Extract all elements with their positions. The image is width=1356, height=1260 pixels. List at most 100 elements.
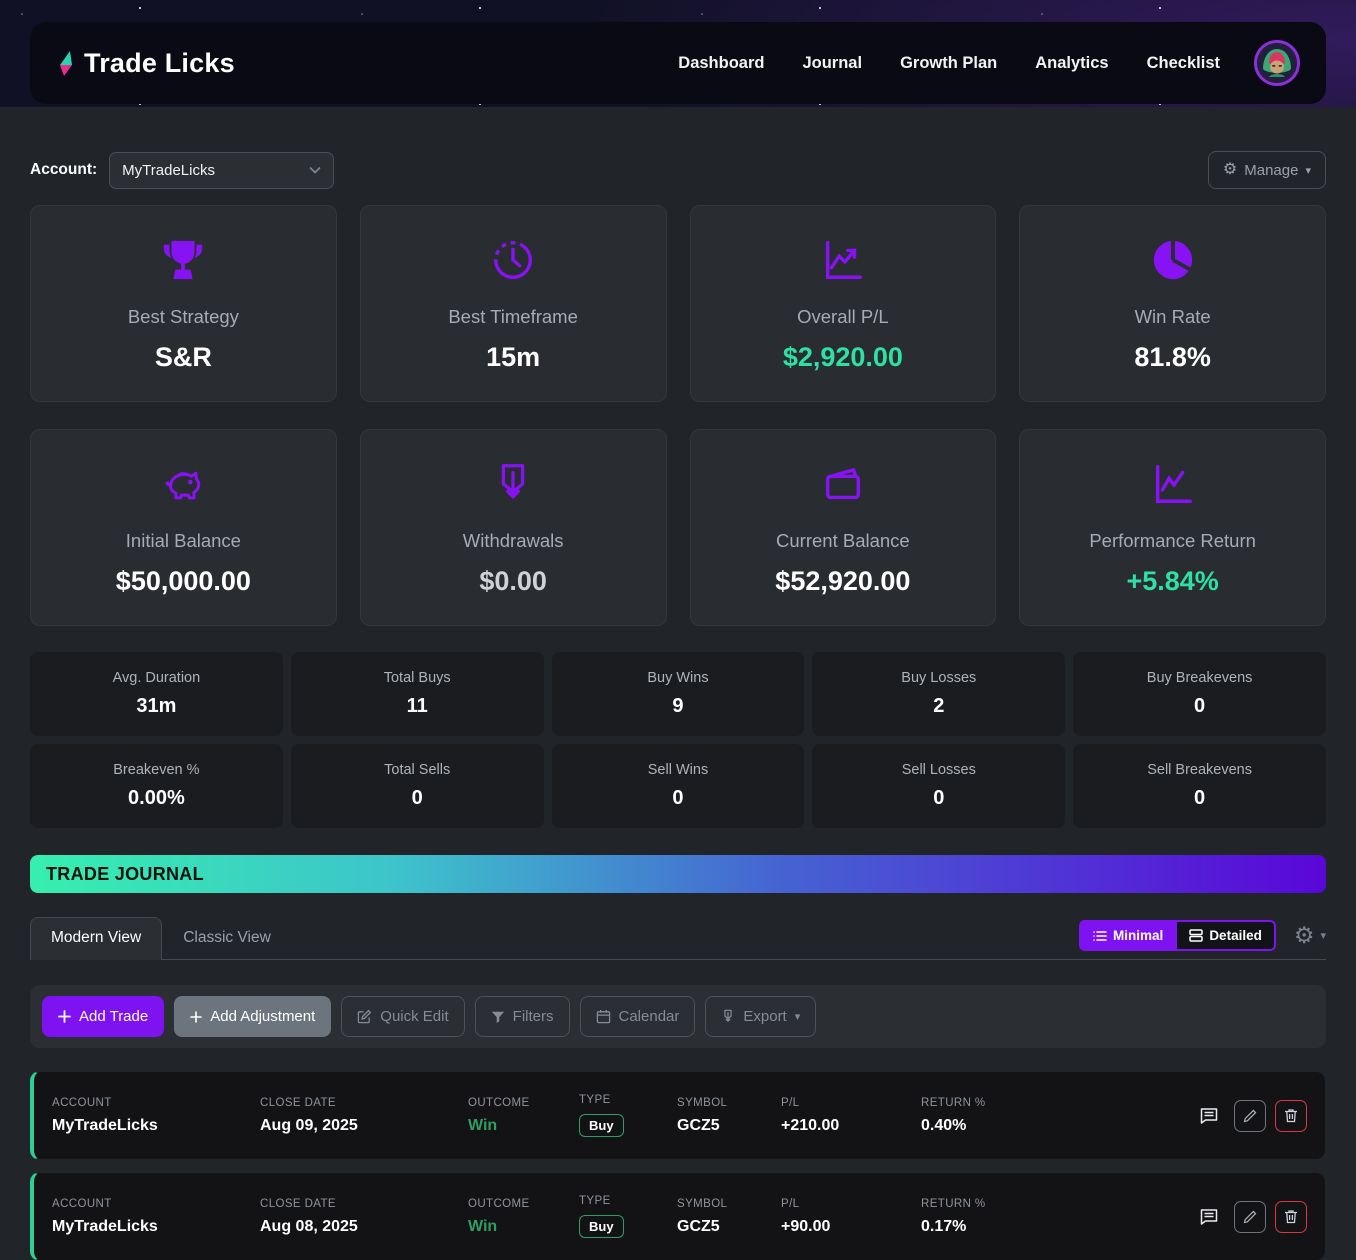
logo[interactable]: Trade Licks xyxy=(56,48,235,79)
logo-arrow-icon xyxy=(56,48,82,78)
trade-pl: +210.00 xyxy=(781,1116,840,1134)
trade-return-pct: 0.40% xyxy=(921,1116,967,1134)
account-label: Account: xyxy=(30,161,98,178)
trade-close-date: Aug 08, 2025 xyxy=(260,1217,358,1235)
mini-stat-sell-wins: Sell Wins 0 xyxy=(551,744,805,828)
chart-line-icon xyxy=(820,234,866,286)
delete-button[interactable] xyxy=(1275,1099,1307,1132)
gear-icon: ⚙ xyxy=(1222,161,1238,178)
mini-stat-value: 0 xyxy=(1194,695,1206,717)
calendar-button[interactable]: Calendar xyxy=(579,996,696,1037)
pie-chart-icon xyxy=(1150,234,1196,286)
tab-modern-view[interactable]: Modern View xyxy=(30,917,163,960)
calendar-label: Calendar xyxy=(618,1008,680,1025)
mini-stat-breakeven-pct: Breakeven % 0.00% xyxy=(30,744,283,828)
mini-stat-label: Sell Losses xyxy=(901,762,976,778)
mini-stat-sell-breakevens: Sell Breakevens 0 xyxy=(1073,744,1326,828)
mini-stat-value: 0 xyxy=(672,787,684,809)
mini-stat-total-buys: Total Buys 11 xyxy=(290,652,544,736)
calendar-icon xyxy=(596,1009,611,1024)
gear-icon: ⚙ xyxy=(1293,922,1315,948)
add-adjustment-label: Add Adjustment xyxy=(210,1008,316,1025)
minimal-view-label: Minimal xyxy=(1113,928,1164,943)
add-adjustment-button[interactable]: Add Adjustment xyxy=(174,996,332,1037)
manage-button[interactable]: ⚙ Manage ▾ xyxy=(1207,151,1326,189)
nav-item-dashboard[interactable]: Dashboard xyxy=(678,53,765,72)
nav-item-analytics[interactable]: Analytics xyxy=(1035,53,1109,72)
trade-outcome: Win xyxy=(468,1116,498,1134)
edit-button[interactable] xyxy=(1234,1200,1266,1233)
filters-button[interactable]: Filters xyxy=(474,996,570,1037)
column-header-close-date: CLOSE DATE xyxy=(260,1197,336,1210)
mini-stat-value: 0 xyxy=(1194,787,1206,809)
mini-stat-label: Buy Breakevens xyxy=(1146,670,1253,686)
nav-bar: Trade Licks Dashboard Journal Growth Pla… xyxy=(30,22,1326,104)
delete-button[interactable] xyxy=(1275,1200,1307,1233)
performance-icon xyxy=(1150,458,1196,510)
trade-row[interactable]: ACCOUNT MyTradeLicks CLOSE DATE Aug 08, … xyxy=(30,1172,1326,1260)
stat-label: Current Balance xyxy=(776,530,910,551)
mini-stat-sell-losses: Sell Losses 0 xyxy=(812,744,1066,828)
mini-stat-label: Breakeven % xyxy=(113,762,200,778)
stat-value: $52,920.00 xyxy=(775,566,911,596)
tab-classic-view[interactable]: Classic View xyxy=(183,929,271,946)
stat-value: $0.00 xyxy=(479,566,547,596)
stat-value: 81.8% xyxy=(1134,342,1211,372)
stat-card-best-timeframe: Best Timeframe 15m xyxy=(359,205,667,402)
minimal-view-button[interactable]: Minimal xyxy=(1079,920,1176,951)
column-header-return: RETURN % xyxy=(921,1197,986,1210)
nav-item-journal[interactable]: Journal xyxy=(802,53,863,72)
stat-label: Win Rate xyxy=(1134,306,1211,327)
stat-value: 15m xyxy=(486,342,541,372)
caret-down-icon: ▾ xyxy=(1320,930,1326,942)
edit-button[interactable] xyxy=(1234,1099,1266,1132)
column-header-outcome: OUTCOME xyxy=(468,1197,530,1210)
stat-label: Initial Balance xyxy=(125,530,241,551)
nav-item-checklist[interactable]: Checklist xyxy=(1146,53,1220,72)
trade-type-badge: Buy xyxy=(579,1114,624,1137)
piggy-bank-icon xyxy=(160,458,206,510)
chevron-down-icon xyxy=(309,166,321,174)
mini-stat-label: Total Buys xyxy=(383,670,451,686)
pencil-square-icon xyxy=(357,1009,372,1024)
mini-stat-label: Sell Breakevens xyxy=(1147,762,1252,778)
mini-stat-value: 11 xyxy=(406,695,428,717)
journal-view-controls: Minimal Detailed ⚙ ▾ xyxy=(1079,920,1326,959)
logo-text: Trade Licks xyxy=(84,47,235,78)
avatar[interactable] xyxy=(1254,40,1300,86)
mini-stat-label: Total Sells xyxy=(384,762,451,778)
export-button[interactable]: Export ▾ xyxy=(705,996,817,1037)
mini-stat-value: 2 xyxy=(933,695,945,717)
caret-down-icon: ▾ xyxy=(794,1011,801,1023)
column-header-symbol: SYMBOL xyxy=(677,1096,728,1109)
trophy-icon xyxy=(160,234,206,286)
trade-row-actions xyxy=(1193,1200,1307,1233)
mini-stat-label: Sell Wins xyxy=(647,762,709,778)
comment-button[interactable] xyxy=(1193,1201,1225,1233)
download-icon xyxy=(721,1009,735,1024)
withdraw-icon xyxy=(490,458,536,510)
mini-stat-value: 0 xyxy=(933,787,945,809)
account-select[interactable]: MyTradeLicks xyxy=(109,151,335,189)
trade-symbol: GCZ5 xyxy=(677,1217,720,1235)
trade-close-date: Aug 09, 2025 xyxy=(260,1116,358,1134)
stat-value: $2,920.00 xyxy=(782,342,903,372)
journal-settings-button[interactable]: ⚙ ▾ xyxy=(1294,924,1326,947)
detailed-view-button[interactable]: Detailed xyxy=(1175,920,1276,951)
trade-outcome: Win xyxy=(468,1217,498,1235)
rows-icon xyxy=(1189,929,1204,942)
mini-stat-avg-duration: Avg. Duration 31m xyxy=(30,652,283,736)
stat-value: +5.84% xyxy=(1126,566,1219,596)
site-header: Trade Licks Dashboard Journal Growth Pla… xyxy=(0,0,1356,107)
mini-stat-value: 31m xyxy=(136,695,177,717)
add-trade-button[interactable]: Add Trade xyxy=(42,996,165,1037)
stat-card-best-strategy: Best Strategy S&R xyxy=(30,205,337,402)
column-header-pl: P/L xyxy=(781,1096,800,1109)
trade-row[interactable]: ACCOUNT MyTradeLicks CLOSE DATE Aug 09, … xyxy=(30,1071,1326,1160)
quick-edit-button[interactable]: Quick Edit xyxy=(341,996,465,1037)
mini-stat-label: Avg. Duration xyxy=(112,670,201,686)
nav-item-growth-plan[interactable]: Growth Plan xyxy=(900,53,998,72)
stat-label: Best Timeframe xyxy=(448,306,578,327)
trade-pl: +90.00 xyxy=(781,1217,831,1235)
comment-button[interactable] xyxy=(1193,1100,1225,1132)
